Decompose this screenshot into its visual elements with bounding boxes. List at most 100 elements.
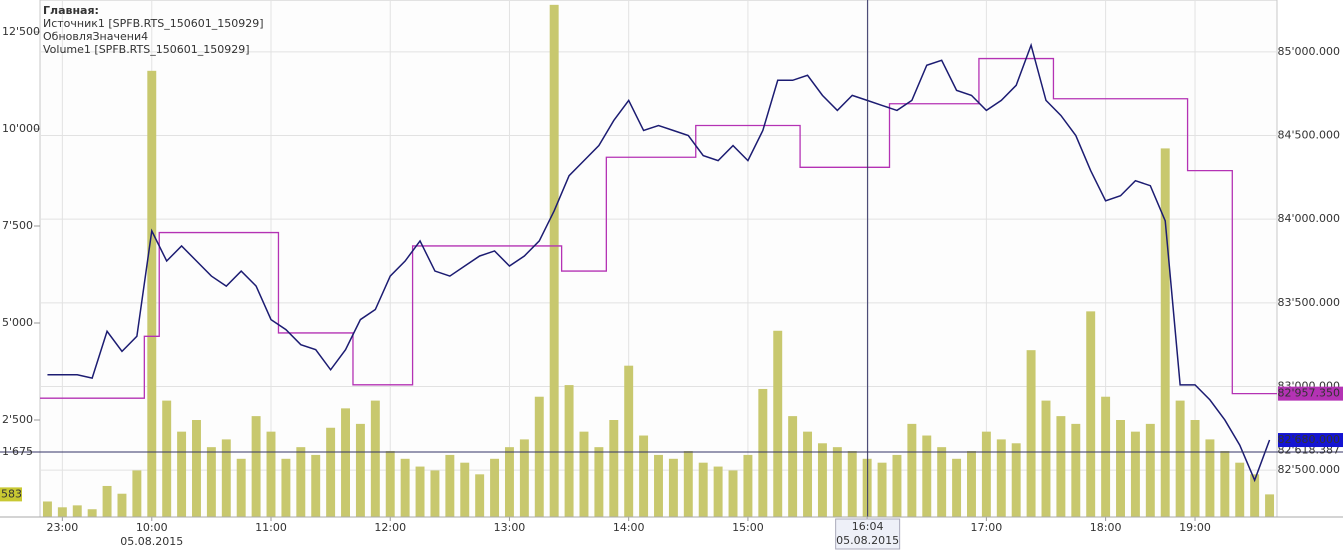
legend-entry: Источник1 [SPFB.RTS_150601_150929] [43,17,264,30]
volume-bar [281,458,291,517]
plot-area [39,0,1278,518]
x-tick-label: 23:00 [47,521,79,534]
volume-bar [1026,350,1036,517]
volume-bar [132,470,142,517]
legend-entry: ОбновляЗначени4 [43,30,148,43]
volume-bar [1116,420,1125,517]
volume-bar [1175,400,1185,517]
last-value-box [1278,433,1343,448]
volume-bar [1190,420,1200,517]
volume-bar [311,454,321,517]
volume-bar [832,447,842,517]
volume-bar [87,509,97,517]
x-tick-label: 14:00 [613,521,645,534]
volume-bar [713,466,723,517]
volume-bar [564,385,574,517]
crosshair-date: 05.08.2015 [836,534,899,547]
legend-entry: Volume1 [SPFB.RTS_150601_150929] [43,43,250,56]
volume-bar [1130,431,1140,517]
date-label: 05.08.2015 [120,535,183,548]
volume-bar [266,431,276,517]
crosshair-y-label: 1'675 [2,445,33,458]
volume-bar [1086,311,1096,517]
last-value-box [0,487,22,502]
y-tick-label: 12'500 [2,25,40,38]
volume-bar [877,462,887,517]
volume-bar [192,420,201,517]
volume-bar [952,458,962,517]
volume-bar [57,507,67,517]
volume-bar [296,447,306,517]
volume-bar [907,423,917,517]
volume-bar [177,431,187,517]
volume-bar [1235,462,1245,517]
volume-bar [892,454,902,517]
volume-bar [206,447,216,517]
volume-bar [1101,396,1111,517]
volume-bar [445,454,455,517]
volume-bar [460,462,470,517]
volume-bar [1071,423,1081,517]
x-tick-label: 18:00 [1090,521,1122,534]
volume-bar [549,4,559,517]
volume-bar [475,474,485,517]
volume-bar [1011,443,1021,517]
volume-bar [579,431,589,517]
x-tick-label: 19:00 [1179,521,1211,534]
volume-bar [42,501,52,517]
volume-bar [698,462,708,517]
volume-bar [594,447,604,517]
volume-bar [117,493,127,517]
volume-bar [490,458,500,517]
step-line [40,57,1277,399]
data [40,4,1277,518]
volume-bar [922,435,932,517]
volume-bar [236,458,246,517]
volume-bar [430,470,440,517]
volume-bar [341,408,350,517]
volume-bar [400,458,410,517]
volume-bar [326,427,336,517]
volume-bar [1056,416,1066,517]
volume-bar [1205,439,1215,517]
volume-bar [639,435,649,517]
volume-bar [102,485,112,517]
x-tick-label: 15:00 [732,521,764,534]
last-value-label: 82'957.350 [1277,387,1340,400]
x-tick-label: 13:00 [494,521,526,534]
volume-bar [967,451,976,517]
volume-bar [996,439,1006,517]
volume-bar [683,451,693,517]
volume-bar [803,431,813,517]
x-tick-label: 17:00 [971,521,1003,534]
y2-tick-label: 83'500.000 [1277,296,1340,309]
volume-bar [1145,423,1155,517]
volume-bar [72,505,82,517]
volume-bar [981,431,991,517]
y2-tick-label: 84'000.000 [1277,212,1340,225]
volume-bar [773,330,783,517]
volume-bar [504,447,514,517]
y-tick-label: 2'500 [2,413,33,426]
volume-bar [937,447,947,517]
volume-bar [847,451,857,517]
volume-bar [370,400,380,517]
price-line [47,42,1271,483]
volume-bar [654,454,663,517]
last-value-box [1278,386,1343,401]
volume-bar [624,365,634,517]
volume-bar [355,423,365,517]
volume-bar [221,439,231,517]
legend-title: Главная: [43,4,99,17]
volume-bar [817,443,827,517]
crosshair-time: 16:04 [852,520,884,533]
x-tick-label: 10:00 [136,521,168,534]
volume-bar [1041,400,1051,517]
volume-bar [519,439,529,517]
y2-tick-label: 82'500.000 [1277,463,1340,476]
volume-bar [609,420,619,517]
volume-bar [743,454,753,517]
volume-bar [1220,451,1230,517]
